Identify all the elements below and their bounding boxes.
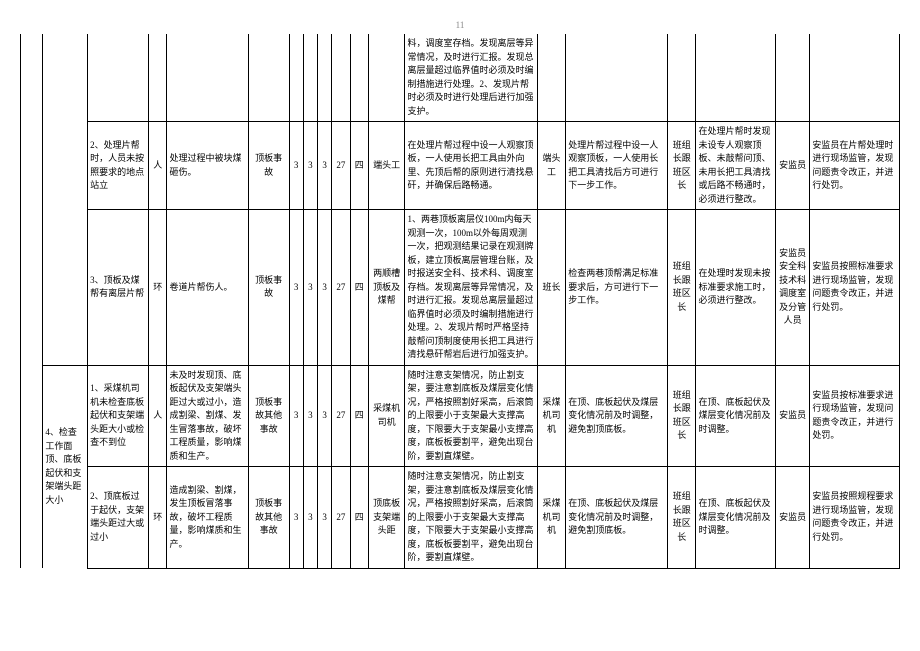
- cell: 处理片帮过程中设一人观察顶板，一人使用长把工具清找后方可进行下一步工作。: [566, 122, 668, 210]
- table-row: 3、顶板及煤帮有离层片帮 环 卷道片帮伤人。 顶板事故 3 3 3 27 四 两…: [21, 210, 900, 366]
- cell: [167, 34, 248, 122]
- cell: 采煤机司机: [368, 365, 405, 467]
- cell: 在顶、底板起伏及煤层变化情况前及时调整。: [696, 365, 775, 467]
- cell: 四: [350, 365, 368, 467]
- table-row: 料，调度室存档。发现离层等异常情况，及时进行汇报。发现总离层量超过临界值时必须及…: [21, 34, 900, 122]
- cell: 班组长跟班区长: [667, 210, 695, 366]
- cell: 四: [350, 122, 368, 210]
- cell: 3: [303, 365, 317, 467]
- cell: [248, 34, 289, 122]
- cell: [289, 34, 303, 122]
- cell: [149, 34, 167, 122]
- cell: 采煤机司机: [537, 467, 565, 569]
- cell: 端头工: [537, 122, 565, 210]
- cell: 27: [332, 122, 350, 210]
- cell: 造成割梁、割煤，发生顶板冒落事故，破坏工程质量，影响煤质和生产。: [167, 467, 248, 569]
- cell: 在顶、底板起伏及煤层变化情况前及时调整，避免割顶底板。: [566, 365, 668, 467]
- cell: 2、顶底板过于起伏，支架端头距过大或过小: [88, 467, 149, 569]
- cell: 班组长跟班区长: [667, 365, 695, 467]
- cell: 顶底板支架端头距: [368, 467, 405, 569]
- cell: 3: [303, 467, 317, 569]
- cell: [350, 34, 368, 122]
- cell: [537, 34, 565, 122]
- cell: 在处理时发现未按标准要求施工时，必须进行整改。: [696, 210, 775, 366]
- cell: 安监员: [775, 467, 810, 569]
- cell: 随时注意支架情况，防止割支架，要注意割底板及煤层变化情况，严格按照割好采高，后滚…: [405, 467, 537, 569]
- cell: 顶板事故: [248, 210, 289, 366]
- cell: 环: [149, 467, 167, 569]
- cell: 安监员按照标准要求进行现场监管，发现问题责令改正，并进行处罚。: [810, 210, 900, 366]
- cell: 班组长跟班区长: [667, 467, 695, 569]
- page-number: 11: [20, 20, 900, 30]
- cell: 环: [149, 210, 167, 366]
- cell: 2、处理片帮时，人员未按照要求的地点站立: [88, 122, 149, 210]
- cell: 3: [303, 210, 317, 366]
- cell: 27: [332, 210, 350, 366]
- cell: [43, 34, 88, 365]
- cell: 3: [318, 365, 332, 467]
- cell: 采煤机司机: [537, 365, 565, 467]
- cell: 四: [350, 467, 368, 569]
- table-row: 4、检查工作面顶、底板起伏和支架端头距大小 1、采煤机司机未检查底板起伏和支架端…: [21, 365, 900, 467]
- cell: [368, 34, 405, 122]
- cell: 安监员: [775, 122, 810, 210]
- cell: [332, 34, 350, 122]
- cell: [21, 34, 43, 568]
- cell: 3: [303, 122, 317, 210]
- cell: 在处理片帮时发现未设专人观察顶板、未敲帮问顶、未用长把工具清找或后路不畅通时，必…: [696, 122, 775, 210]
- table-row: 2、处理片帮时，人员未按照要求的地点站立 人 处理过程中被块煤砸伤。 顶板事故 …: [21, 122, 900, 210]
- cell: 27: [332, 365, 350, 467]
- cell: 安监员按照规程要求进行现场监管，发现问题责令改正，并进行处罚。: [810, 467, 900, 569]
- cell: 27: [332, 467, 350, 569]
- cell: 顶板事故其他事故: [248, 467, 289, 569]
- cell: 顶板事故: [248, 122, 289, 210]
- risk-table: 料，调度室存档。发现离层等异常情况，及时进行汇报。发现总离层量超过临界值时必须及…: [20, 34, 900, 569]
- cell: 安监员按标准要求进行现场监管，发现问题责令改正，并进行处罚。: [810, 365, 900, 467]
- cell: 卷道片帮伤人。: [167, 210, 248, 366]
- cell: 3: [289, 467, 303, 569]
- cell: [810, 34, 900, 122]
- cell: [667, 34, 695, 122]
- cell: 在顶、底板起伏及煤层变化情况前及时调整，避免割顶底板。: [566, 467, 668, 569]
- cell: 检查两巷顶帮满足标准要求后，方可进行下一步工作。: [566, 210, 668, 366]
- cell: [88, 34, 149, 122]
- cell: 在顶、底板起伏及煤层变化情况前及时调整。: [696, 467, 775, 569]
- cell: 1、两巷顶板离层仪100m内每天观测一次，100m以外每周观测一次，把观测结果记…: [405, 210, 537, 366]
- cell: 安监员在片帮处理时进行现场监管，发现问题责令改正，并进行处罚。: [810, 122, 900, 210]
- cell: 在处理片帮过程中设一人观察顶板，一人使用长把工具由外向里、先顶后帮的原则进行清找…: [405, 122, 537, 210]
- cell: 班长: [537, 210, 565, 366]
- cell: 3、顶板及煤帮有离层片帮: [88, 210, 149, 366]
- cell: 顶板事故其他事故: [248, 365, 289, 467]
- cell: 班组长跟班区长: [667, 122, 695, 210]
- cell: 随时注意支架情况，防止割支架，要注意割底板及煤层变化情况，严格按照割好采高，后滚…: [405, 365, 537, 467]
- cell: 3: [289, 210, 303, 366]
- cell: 处理过程中被块煤砸伤。: [167, 122, 248, 210]
- cell: [318, 34, 332, 122]
- cell: 未及时发现顶、底板起伏及支架端头距过大或过小，造成割梁、割煤、发生冒落事故，破坏…: [167, 365, 248, 467]
- cell: 料，调度室存档。发现离层等异常情况，及时进行汇报。发现总离层量超过临界值时必须及…: [405, 34, 537, 122]
- cell: 3: [318, 210, 332, 366]
- cell: 人: [149, 122, 167, 210]
- cell: 四: [350, 210, 368, 366]
- cell: 3: [318, 122, 332, 210]
- table-row: 2、顶底板过于起伏，支架端头距过大或过小 环 造成割梁、割煤，发生顶板冒落事故，…: [21, 467, 900, 569]
- cell: 3: [318, 467, 332, 569]
- cell: 3: [289, 365, 303, 467]
- cell: 安监员安全科技术科调度室及分管人员: [775, 210, 810, 366]
- cell: [696, 34, 775, 122]
- cell: 人: [149, 365, 167, 467]
- cell: 4、检查工作面顶、底板起伏和支架端头距大小: [43, 365, 88, 568]
- cell: 1、采煤机司机未检查底板起伏和支架端头距大小或检查不到位: [88, 365, 149, 467]
- cell: [566, 34, 668, 122]
- cell: 两顺槽顶板及煤帮: [368, 210, 405, 366]
- cell: 安监员: [775, 365, 810, 467]
- cell: 3: [289, 122, 303, 210]
- cell: 端头工: [368, 122, 405, 210]
- cell: [775, 34, 810, 122]
- document-page: 11 料，调度室存档。发现离层等异常情况，及时进行汇报。发现总离层量超过临界值时…: [20, 20, 900, 569]
- cell: [303, 34, 317, 122]
